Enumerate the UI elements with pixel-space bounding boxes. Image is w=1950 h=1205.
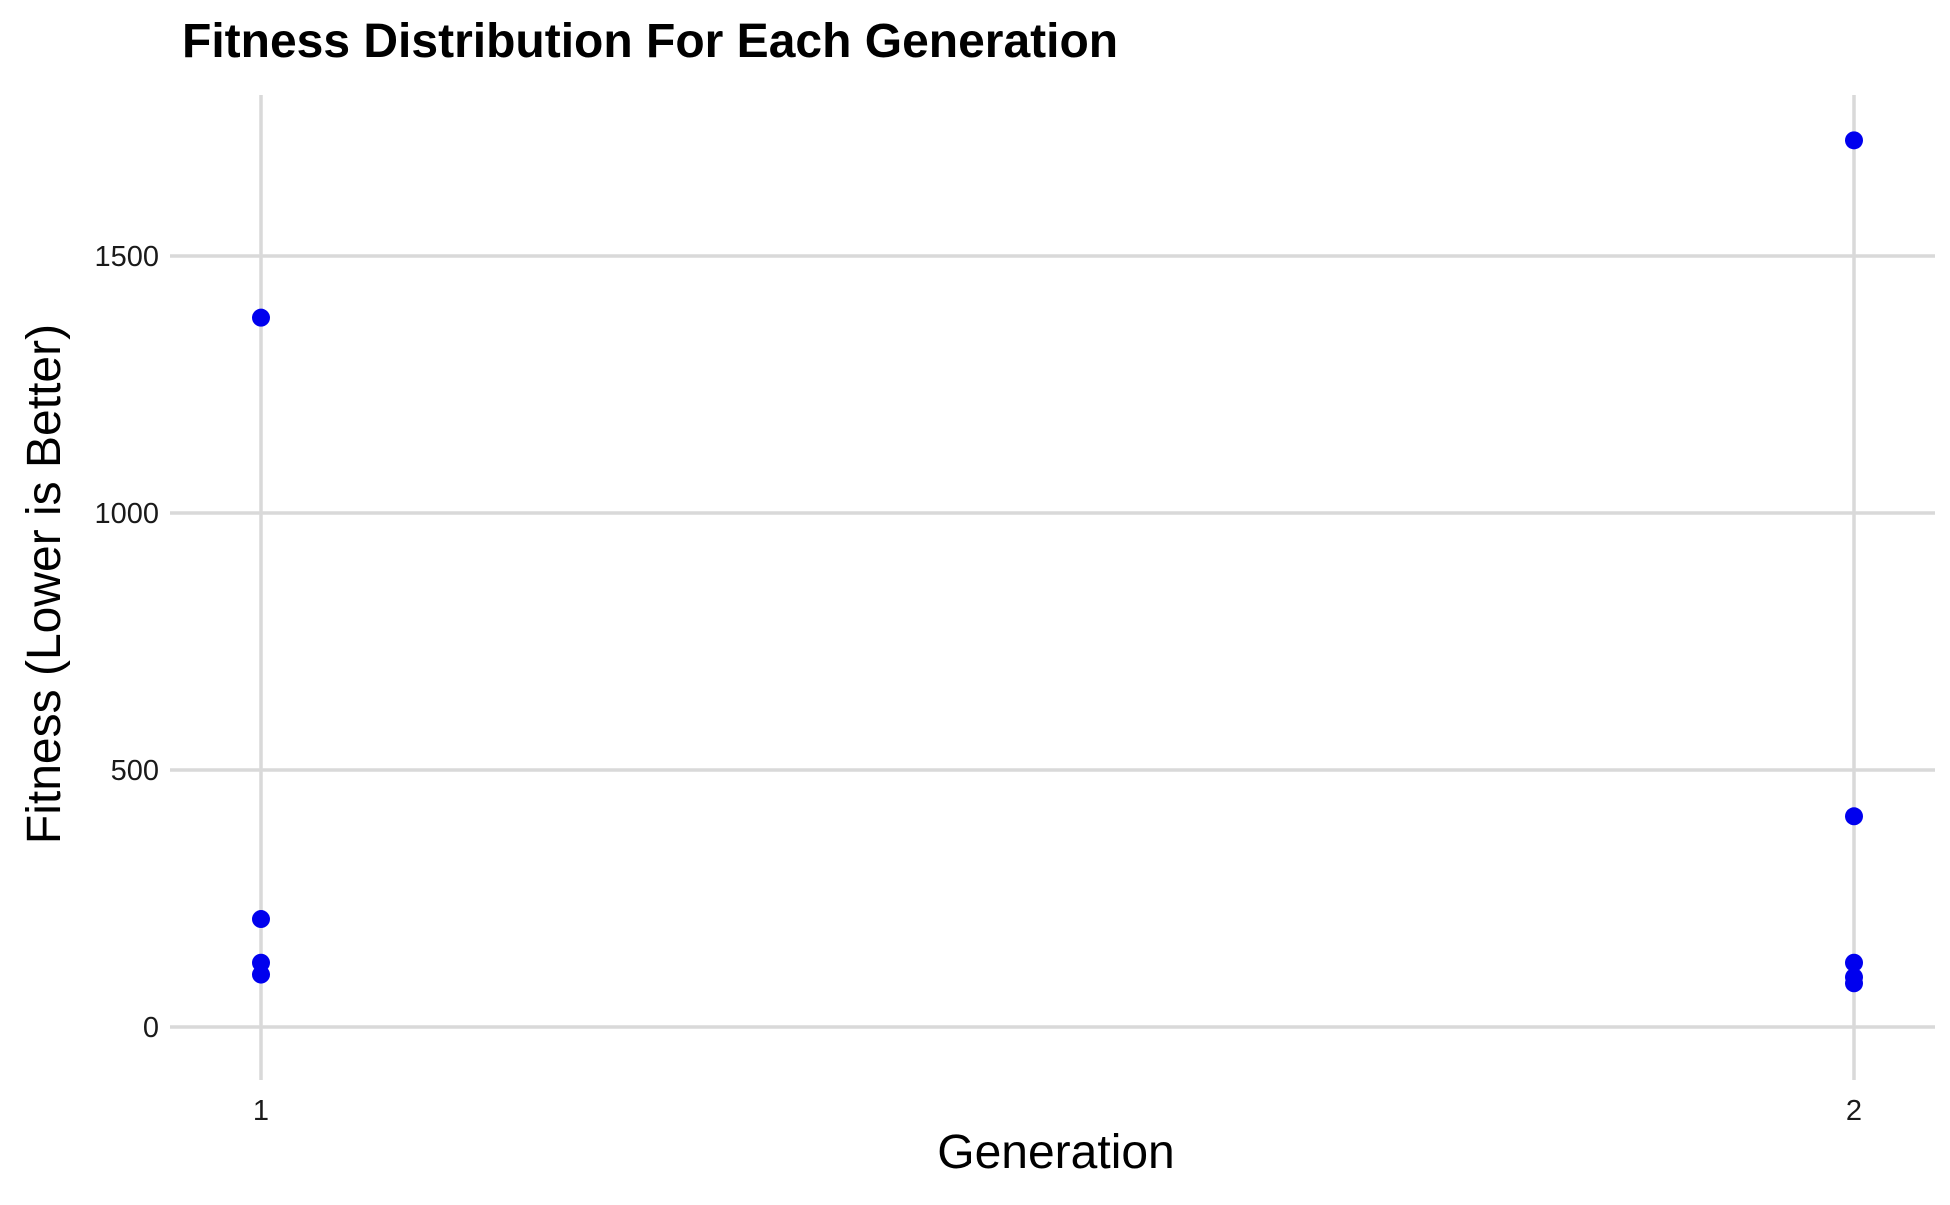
data-point	[252, 308, 270, 327]
y-axis-label: Fitness (Lower is Better)	[18, 324, 71, 844]
data-point	[252, 910, 270, 929]
y-tick-label: 1500	[94, 241, 159, 273]
x-axis-label: Generation	[937, 1126, 1175, 1179]
points-layer	[252, 131, 1863, 993]
y-tick-label: 500	[111, 755, 159, 787]
data-point	[252, 965, 270, 984]
chart-title: Fitness Distribution For Each Generation	[182, 15, 1118, 68]
data-point	[1845, 974, 1863, 993]
x-tick-label: 1	[253, 1095, 269, 1127]
y-tick-label: 1000	[94, 498, 159, 530]
ticks-layer: 0 500 1000 1500 1 2	[94, 241, 1862, 1127]
data-point	[1845, 953, 1863, 972]
x-tick-label: 2	[1846, 1095, 1862, 1127]
data-point	[1845, 807, 1863, 826]
data-point	[1845, 131, 1863, 150]
y-tick-label: 0	[143, 1012, 159, 1044]
grid-layer	[170, 95, 1935, 1080]
